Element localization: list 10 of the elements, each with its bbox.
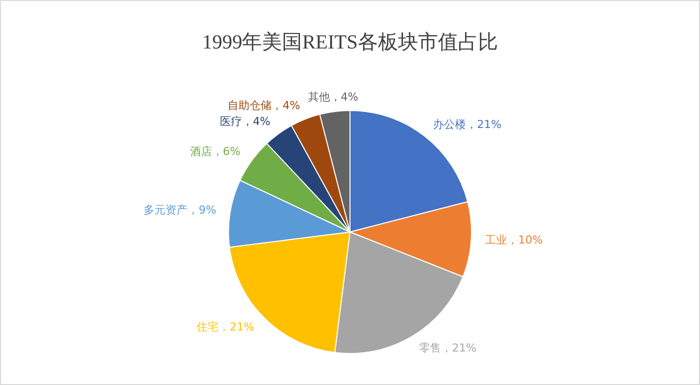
slice-label: 办公楼，21% xyxy=(433,118,502,131)
chart-title: 1999年美国REITS各板块市值占比 xyxy=(202,30,498,54)
slice-label: 酒店，6% xyxy=(190,145,240,158)
slice-label: 其他，4% xyxy=(308,90,358,104)
slice-label: 医疗，4% xyxy=(220,115,270,128)
slice-label: 住宅，21% xyxy=(196,320,254,334)
slice-label: 工业，10% xyxy=(485,233,543,246)
slice-label: 零售，21% xyxy=(418,341,476,354)
slice-label: 多元资产，9% xyxy=(144,204,216,217)
slice-label: 自助仓储，4% xyxy=(228,98,300,112)
